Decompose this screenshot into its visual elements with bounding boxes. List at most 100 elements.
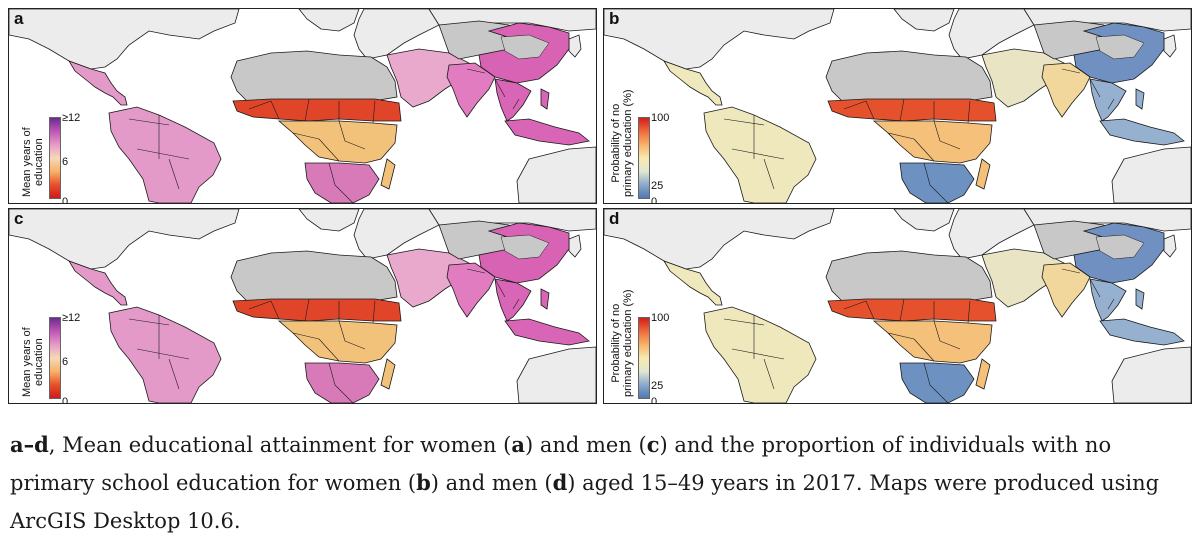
caption-text-5: ) aged 15–49 years in 2017. Maps were pr… <box>10 471 1160 533</box>
region-australia <box>516 146 596 203</box>
region-central-america <box>68 260 128 306</box>
caption-text-1: , Mean educational attainment for women … <box>48 433 512 457</box>
legend-title-line2: primary education (%) <box>622 289 634 397</box>
legend-tick-2: 0 <box>651 396 658 404</box>
region-central-africa <box>872 320 993 364</box>
region-japan <box>568 234 582 258</box>
legend-title-line2: education <box>33 338 45 387</box>
country-borders <box>466 268 520 310</box>
figure-caption: a–d, Mean educational attainment for wom… <box>10 426 1190 540</box>
panel-b: b Probability of no primary education (%) 1… <box>603 8 1192 204</box>
region-greenland <box>298 9 360 32</box>
region-australia <box>516 346 596 403</box>
legend-tick-1: 25 <box>651 180 664 192</box>
legend-b: Probability of no primary education (%) 10… <box>610 89 670 204</box>
region-sahel <box>827 98 997 122</box>
caption-text-2: ) and men ( <box>524 433 647 457</box>
region-central-america <box>663 60 723 106</box>
region-central-africa <box>277 120 398 164</box>
caption-text-4: ) and men ( <box>430 471 553 495</box>
map-figure: a Mean years of education ≥12 6 0 b Probabilit… <box>8 8 1192 408</box>
region-no-data-west-china <box>1095 234 1145 260</box>
legend-a: Mean years of education ≥12 6 0 <box>21 109 81 204</box>
country-borders <box>1061 68 1115 110</box>
region-middle-east <box>386 248 470 308</box>
panel-label-b: b <box>609 9 620 28</box>
country-borders <box>843 298 971 403</box>
region-south-asia <box>446 62 496 118</box>
region-central-america <box>663 260 723 306</box>
map-c <box>9 209 596 403</box>
region-japan <box>568 34 582 58</box>
legend-title: Probability of no primary education (%) <box>610 289 634 397</box>
region-middle-east <box>981 248 1065 308</box>
region-madagascar <box>975 358 991 390</box>
legend-title-line1: Probability of no <box>610 303 622 383</box>
region-south-america <box>108 306 222 403</box>
legend-title: Mean years of education <box>21 127 45 197</box>
region-south-america <box>703 106 817 203</box>
region-no-data-west-china <box>1095 34 1145 60</box>
region-middle-east <box>386 48 470 108</box>
region-southern-africa <box>304 362 380 403</box>
country-borders <box>723 315 785 390</box>
country-borders <box>128 115 190 190</box>
legend-title: Mean years of education <box>21 327 45 397</box>
region-north-america <box>9 209 240 270</box>
region-philippines <box>540 288 550 310</box>
legend-title-line1: Mean years of <box>21 327 33 397</box>
legend-tick-0: 100 <box>651 312 670 324</box>
region-madagascar <box>380 358 396 390</box>
country-borders <box>843 98 971 203</box>
region-south-america <box>108 106 222 203</box>
region-central-america <box>68 60 128 106</box>
region-greenland <box>893 9 955 32</box>
country-borders <box>128 315 190 390</box>
panel-label-a: a <box>14 9 24 28</box>
country-borders <box>248 298 376 403</box>
region-japan <box>1163 234 1177 258</box>
region-middle-east <box>981 48 1065 108</box>
country-borders <box>723 115 785 190</box>
region-north-africa-sahara <box>825 250 993 304</box>
region-north-america <box>604 209 835 270</box>
legend-colorbar <box>49 117 61 199</box>
legend-title: Probability of no primary education (%) <box>610 89 634 197</box>
legend-d: Probability of no primary education (%) 10… <box>610 289 670 404</box>
legend-colorbar <box>638 117 650 199</box>
region-australia <box>1111 346 1191 403</box>
region-greenland <box>893 209 955 232</box>
legend-title-line2: education <box>33 138 45 187</box>
region-south-america <box>703 306 817 403</box>
panel-d: d Probability of no primary education (%) 1… <box>603 208 1192 404</box>
region-north-america <box>604 9 835 70</box>
region-indonesia <box>504 118 590 146</box>
legend-tick-0: ≥12 <box>62 312 81 324</box>
map-b <box>604 9 1191 203</box>
region-north-africa-sahara <box>230 250 398 304</box>
legend-title-line2: primary education (%) <box>622 89 634 197</box>
legend-colorbar <box>49 317 61 399</box>
region-southern-africa <box>899 362 975 403</box>
legend-tick-1: 6 <box>62 156 69 168</box>
legend-tick-0: 100 <box>651 112 670 124</box>
region-southeast-asia <box>1089 278 1127 322</box>
legend-title-line1: Probability of no <box>610 103 622 183</box>
region-no-data-west-china <box>500 234 550 260</box>
region-central-africa <box>277 320 398 364</box>
region-southeast-asia <box>1089 78 1127 122</box>
legend-tick-0: ≥12 <box>62 112 81 124</box>
region-madagascar <box>975 158 991 190</box>
legend-tick-1: 6 <box>62 356 69 368</box>
legend-tick-2: 0 <box>62 196 69 204</box>
legend-tick-2: 0 <box>62 396 69 404</box>
region-north-america <box>9 9 240 70</box>
region-philippines <box>540 88 550 110</box>
region-philippines <box>1135 288 1145 310</box>
map-d <box>604 209 1191 403</box>
region-indonesia <box>1099 118 1185 146</box>
region-indonesia <box>504 318 590 346</box>
legend-tick-2: 0 <box>651 196 658 204</box>
region-greenland <box>298 209 360 232</box>
region-australia <box>1111 146 1191 203</box>
